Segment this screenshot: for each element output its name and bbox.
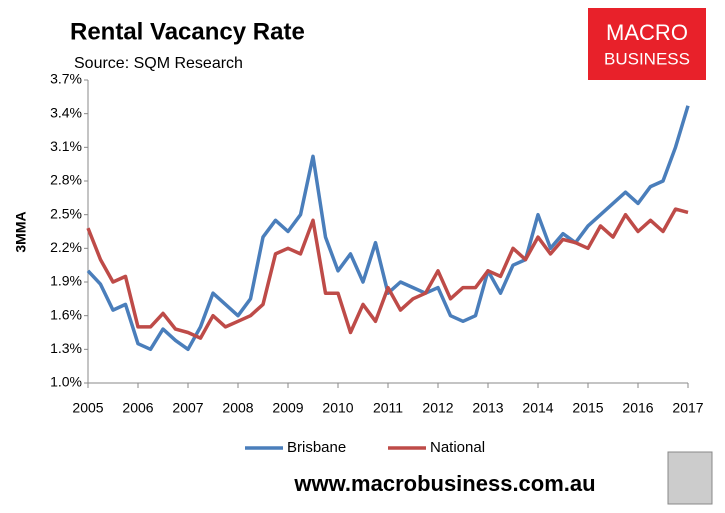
y-tick-label: 1.0%	[50, 374, 82, 390]
x-tick-label: 2015	[572, 400, 603, 416]
x-tick-label: 2009	[272, 400, 303, 416]
y-axis-label: 3MMA	[13, 211, 29, 252]
x-tick-label: 2016	[622, 400, 653, 416]
wolf-icon	[667, 451, 713, 505]
x-tick-label: 2005	[72, 400, 103, 416]
chart-subtitle: Source: SQM Research	[74, 55, 243, 72]
legend-label: Brisbane	[287, 439, 346, 456]
y-tick-label: 3.1%	[50, 138, 82, 154]
logo-text: BUSINESS	[604, 49, 690, 68]
series-line	[86, 105, 690, 352]
x-tick-label: 2012	[422, 400, 453, 416]
y-tick-label: 2.5%	[50, 205, 82, 221]
chart-title: Rental Vacancy Rate	[70, 18, 305, 45]
x-tick-label: 2008	[222, 400, 253, 416]
footer-url: www.macrobusiness.com.au	[293, 471, 595, 496]
y-tick-label: 3.7%	[50, 71, 82, 87]
x-tick-label: 2013	[472, 400, 503, 416]
y-tick-label: 3.4%	[50, 104, 82, 120]
x-tick-label: 2007	[172, 400, 203, 416]
y-tick-label: 1.3%	[50, 340, 82, 356]
y-tick-label: 2.8%	[50, 172, 82, 188]
x-tick-label: 2017	[672, 400, 703, 416]
y-tick-label: 2.2%	[50, 239, 82, 255]
y-tick-label: 1.9%	[50, 273, 82, 289]
series-line	[86, 207, 689, 340]
x-tick-label: 2006	[122, 400, 153, 416]
legend-label: National	[430, 439, 485, 456]
x-tick-label: 2011	[373, 400, 403, 416]
logo-text: MACRO	[606, 20, 688, 45]
y-tick-label: 1.6%	[50, 306, 82, 322]
logo-box	[588, 8, 706, 80]
x-tick-label: 2010	[322, 400, 353, 416]
x-tick-label: 2014	[522, 400, 553, 416]
